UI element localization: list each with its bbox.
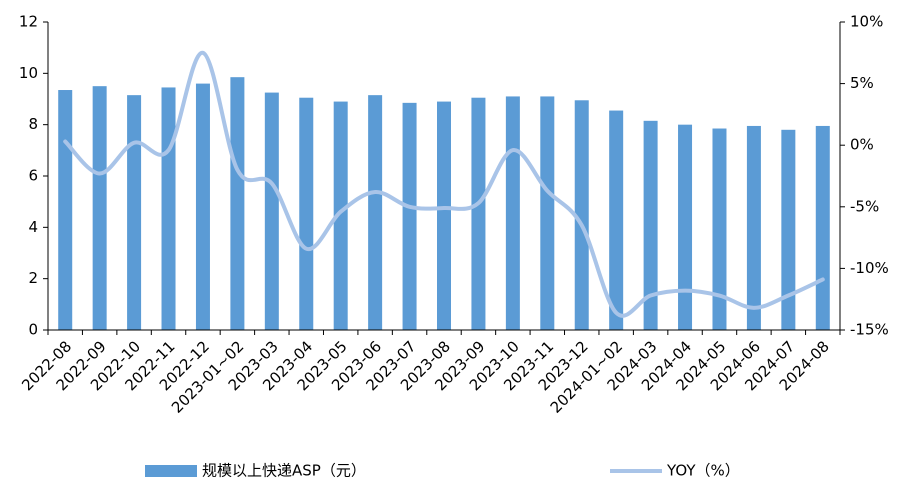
bar [127,95,142,331]
bar [815,125,830,330]
y-tick-label: 12 [19,13,38,31]
y2-tick-label: -5% [850,197,879,215]
legend-swatch [145,465,197,477]
bar [264,92,279,330]
bar [471,97,486,330]
bar [746,125,761,330]
bar [92,86,107,331]
bar [540,96,555,330]
bar [58,90,73,331]
bar [437,101,451,330]
bar [781,129,796,330]
y2-tick-label: 5% [850,74,874,92]
bar [299,97,314,330]
bar [333,101,348,330]
legend-label: YOY（%） [666,462,740,480]
y2-tick-label: 0% [850,136,874,154]
y2-tick-label: -15% [850,321,889,339]
line [63,50,825,318]
bar [505,96,520,330]
bar [195,83,210,330]
bar [712,128,727,330]
y-tick-label: 2 [28,269,38,287]
legend-label: 规模以上快递ASP（元） [202,462,366,480]
bar [574,100,589,331]
y-tick-label: 10 [19,64,38,82]
bar [678,124,693,331]
y-tick-label: 0 [28,321,38,339]
y2-tick-label: -10% [850,259,889,277]
bar [643,120,658,330]
y2-tick-label: 10% [850,13,883,31]
y-tick-label: 8 [28,115,38,133]
y-tick-label: 4 [28,218,38,236]
y-tick-label: 6 [28,167,38,185]
bar [402,102,417,330]
bar [368,95,383,331]
bar [609,110,624,330]
bar [161,87,176,330]
bar [230,77,245,330]
